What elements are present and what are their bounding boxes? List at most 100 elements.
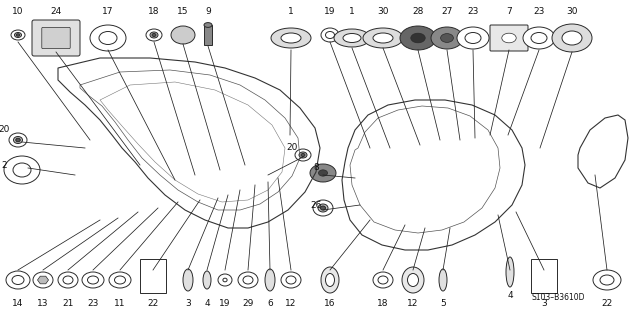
Ellipse shape	[310, 164, 336, 182]
Ellipse shape	[531, 33, 547, 43]
Ellipse shape	[183, 269, 193, 291]
Ellipse shape	[218, 274, 232, 286]
Ellipse shape	[238, 272, 258, 288]
Text: 27: 27	[442, 8, 452, 17]
Ellipse shape	[204, 23, 212, 27]
Ellipse shape	[109, 272, 131, 288]
Ellipse shape	[281, 272, 301, 288]
Ellipse shape	[58, 272, 78, 288]
Text: 3: 3	[185, 300, 191, 308]
Ellipse shape	[115, 276, 125, 284]
Text: 1: 1	[288, 8, 294, 17]
Text: 21: 21	[62, 300, 74, 308]
Ellipse shape	[16, 138, 20, 142]
Text: 12: 12	[285, 300, 297, 308]
Ellipse shape	[33, 272, 53, 288]
Bar	[140, 259, 166, 293]
Ellipse shape	[334, 29, 370, 47]
Ellipse shape	[318, 204, 328, 212]
Ellipse shape	[326, 273, 335, 286]
Text: 12: 12	[407, 300, 419, 308]
Ellipse shape	[265, 269, 275, 291]
Ellipse shape	[301, 153, 305, 157]
Ellipse shape	[281, 33, 301, 43]
Text: 14: 14	[12, 300, 24, 308]
Text: 15: 15	[177, 8, 189, 17]
Text: 7: 7	[506, 8, 512, 17]
Text: 3: 3	[541, 300, 547, 308]
Ellipse shape	[408, 273, 419, 286]
Text: 18: 18	[377, 300, 388, 308]
Ellipse shape	[9, 133, 27, 147]
Ellipse shape	[502, 33, 516, 43]
Ellipse shape	[15, 33, 22, 38]
Text: 6: 6	[267, 300, 273, 308]
Text: 4: 4	[507, 291, 513, 300]
Text: 19: 19	[324, 8, 336, 17]
Ellipse shape	[11, 30, 25, 40]
Ellipse shape	[321, 267, 339, 293]
Ellipse shape	[299, 152, 307, 158]
Ellipse shape	[295, 149, 311, 161]
Text: S103–B3610D: S103–B3610D	[531, 293, 585, 302]
Text: 11: 11	[115, 300, 125, 308]
Ellipse shape	[343, 33, 361, 42]
Ellipse shape	[321, 28, 339, 42]
Text: 22: 22	[602, 300, 612, 308]
Ellipse shape	[363, 28, 403, 48]
Ellipse shape	[506, 257, 514, 287]
Ellipse shape	[88, 276, 99, 284]
Ellipse shape	[411, 33, 425, 43]
Ellipse shape	[152, 33, 156, 36]
Ellipse shape	[4, 156, 40, 184]
Ellipse shape	[465, 33, 481, 43]
Text: 16: 16	[324, 300, 336, 308]
Ellipse shape	[286, 276, 296, 284]
Ellipse shape	[440, 33, 453, 42]
Ellipse shape	[271, 28, 311, 48]
Text: 18: 18	[148, 8, 160, 17]
Text: 10: 10	[12, 8, 24, 17]
Ellipse shape	[313, 200, 333, 216]
Ellipse shape	[13, 137, 22, 144]
Text: 19: 19	[220, 300, 231, 308]
Text: 23: 23	[87, 300, 99, 308]
Ellipse shape	[326, 32, 335, 39]
Text: 9: 9	[205, 8, 211, 17]
Bar	[204, 25, 212, 45]
Text: 20: 20	[0, 125, 10, 135]
Bar	[531, 259, 557, 293]
Ellipse shape	[552, 24, 592, 52]
Ellipse shape	[402, 267, 424, 293]
Text: 23: 23	[533, 8, 545, 17]
Ellipse shape	[99, 32, 117, 44]
Ellipse shape	[523, 27, 555, 49]
Ellipse shape	[319, 170, 328, 176]
Text: 28: 28	[412, 8, 424, 17]
Ellipse shape	[146, 29, 162, 41]
Ellipse shape	[12, 276, 24, 285]
Ellipse shape	[439, 269, 447, 291]
Text: 20: 20	[286, 144, 298, 152]
Ellipse shape	[378, 276, 388, 284]
Ellipse shape	[150, 32, 158, 38]
Text: 30: 30	[566, 8, 578, 17]
Text: 24: 24	[51, 8, 61, 17]
Text: 22: 22	[147, 300, 159, 308]
Ellipse shape	[562, 31, 582, 45]
Ellipse shape	[373, 33, 393, 43]
FancyBboxPatch shape	[32, 20, 80, 56]
Ellipse shape	[13, 163, 31, 177]
Ellipse shape	[16, 34, 20, 36]
Polygon shape	[38, 276, 49, 284]
Ellipse shape	[63, 276, 73, 284]
Text: 1: 1	[349, 8, 355, 17]
Ellipse shape	[321, 206, 326, 210]
Ellipse shape	[400, 26, 436, 50]
Text: 26: 26	[310, 201, 322, 210]
Ellipse shape	[171, 26, 195, 44]
FancyBboxPatch shape	[490, 25, 528, 51]
Ellipse shape	[223, 278, 227, 282]
Ellipse shape	[82, 272, 104, 288]
Ellipse shape	[6, 271, 30, 289]
